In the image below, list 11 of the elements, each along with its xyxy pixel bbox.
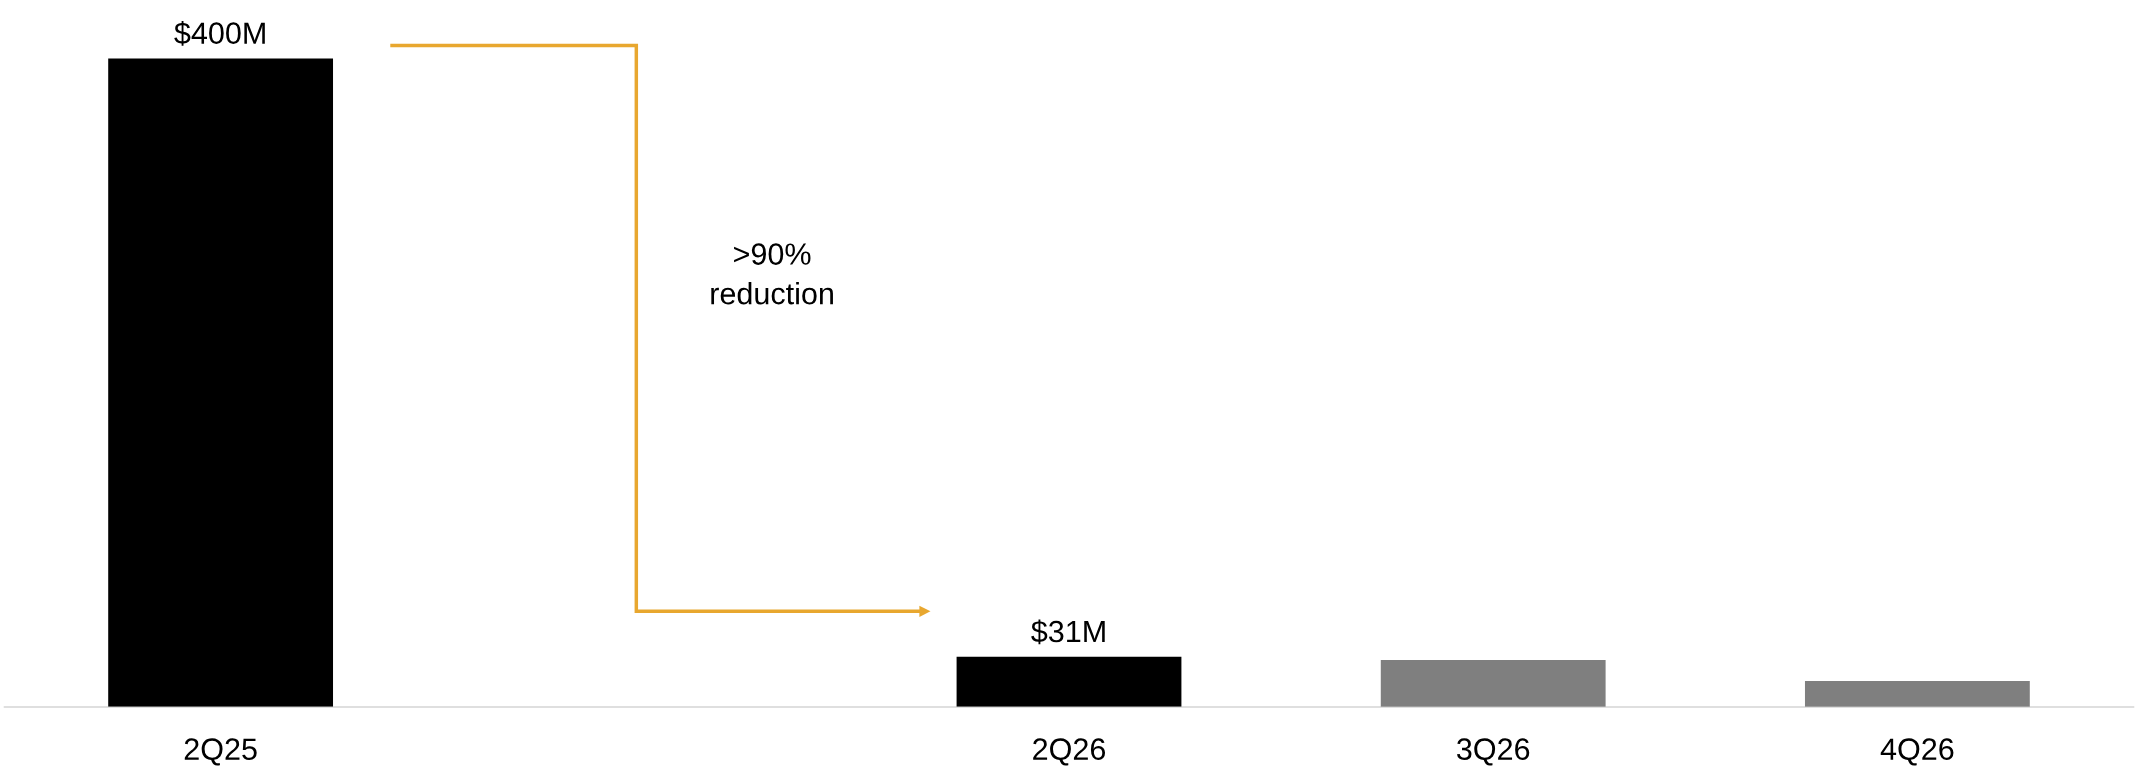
bar [108,58,334,708]
bar [956,656,1182,708]
x-tick-label: 2Q25 [184,738,257,766]
bar [1380,659,1606,708]
bar [1804,681,2030,708]
data-label: $31M [1031,619,1105,645]
data-label: $400M [174,21,265,46]
x-tick-label: 4Q26 [1880,738,1954,766]
annotation: >90% reduction [711,243,833,305]
x-tick-label: 2Q26 [1033,738,1106,766]
x-tick-label: 3Q26 [1456,738,1530,766]
